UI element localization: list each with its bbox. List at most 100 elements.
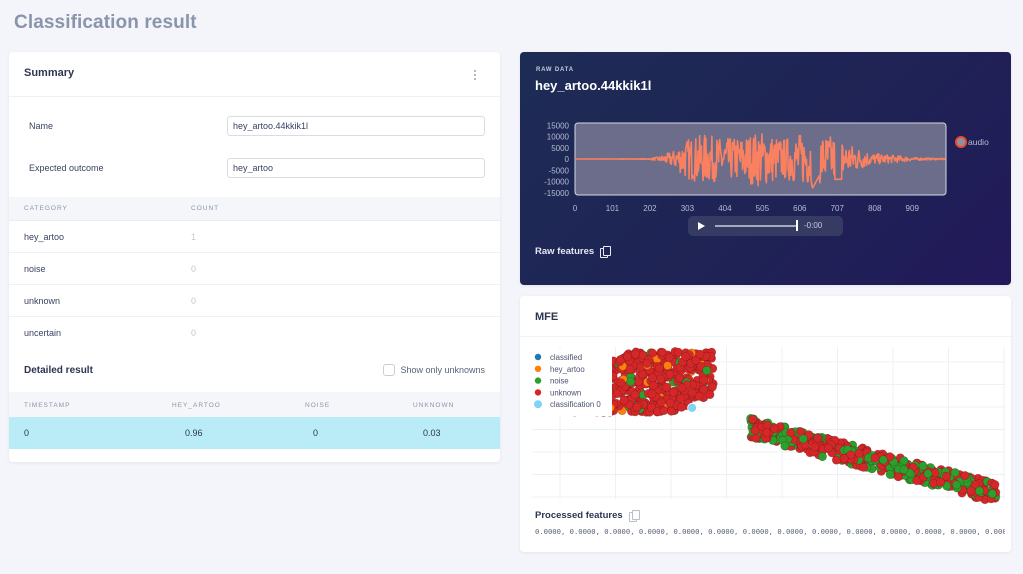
detailed-table-row[interactable]: 0 0.96 0 0.03 bbox=[9, 417, 500, 449]
y-tick-label: -10000 bbox=[544, 178, 569, 187]
legend-marker-classified bbox=[534, 353, 542, 361]
scatter-point-unknown bbox=[839, 454, 849, 464]
show-only-unknowns-toggle[interactable]: Show only unknowns bbox=[383, 364, 485, 376]
scatter-point-unknown bbox=[676, 394, 686, 404]
show-only-unknowns-label: Show only unknowns bbox=[400, 365, 485, 375]
scatter-point-unknown bbox=[699, 384, 709, 394]
sample-name: hey_artoo.44kkik1l bbox=[535, 78, 652, 93]
scatter-point-unknown bbox=[654, 363, 664, 373]
scatter-point-unknown bbox=[665, 398, 675, 408]
y-tick-label: -5000 bbox=[549, 166, 570, 175]
show-only-unknowns-checkbox[interactable] bbox=[383, 364, 396, 376]
scatter-point-unknown bbox=[762, 428, 772, 438]
scatter-point-classification-0 bbox=[687, 402, 698, 413]
scatter-point-unknown bbox=[813, 433, 823, 443]
scatter-point-unknown bbox=[657, 347, 667, 357]
expected-outcome-field[interactable] bbox=[227, 158, 485, 178]
header-unknown: UNKNOWN bbox=[413, 402, 455, 409]
legend-label-classified: classified bbox=[550, 353, 582, 362]
x-tick-label: 707 bbox=[831, 204, 845, 213]
scatter-point-unknown bbox=[823, 443, 833, 453]
detailed-result-title: Detailed result bbox=[24, 365, 93, 376]
category-cell: noise bbox=[24, 264, 46, 274]
x-tick-label: 606 bbox=[793, 204, 807, 213]
processed-features: Processed features bbox=[535, 510, 640, 522]
scatter-point-unknown bbox=[966, 486, 976, 496]
category-cell: unknown bbox=[24, 296, 61, 306]
scatter-point-unknown bbox=[694, 391, 704, 401]
processed-features-label: Processed features bbox=[535, 510, 623, 521]
scatter-point-unknown bbox=[681, 352, 691, 361]
legend-background bbox=[530, 350, 612, 416]
scatter-point-noise bbox=[817, 452, 827, 462]
scatter-point-unknown bbox=[960, 471, 970, 481]
time-remaining: -0:00 bbox=[804, 221, 823, 230]
x-tick-label: 404 bbox=[718, 204, 732, 213]
scatter-point-noise bbox=[702, 365, 712, 375]
scatter-point-unknown bbox=[870, 453, 880, 463]
audio-player: -0:00 bbox=[688, 216, 843, 236]
header-timestamp: TIMESTAMP bbox=[24, 402, 71, 409]
copy-icon[interactable] bbox=[600, 246, 612, 258]
scatter-point-unknown bbox=[912, 476, 922, 486]
scatter-point-noise bbox=[987, 489, 997, 499]
scatter-point-noise bbox=[798, 434, 808, 444]
scatter-point-unknown bbox=[656, 397, 666, 407]
scatter-point-unknown bbox=[656, 374, 666, 384]
y-tick-label: 5000 bbox=[551, 144, 569, 153]
count-cell: 1 bbox=[191, 232, 197, 242]
scatter-point-unknown bbox=[858, 462, 868, 472]
raw-features-label: Raw features bbox=[535, 246, 595, 257]
expected-outcome-row: Expected outcome bbox=[9, 158, 500, 180]
y-tick-label: 10000 bbox=[547, 133, 570, 142]
scatter-point-unknown bbox=[691, 355, 701, 365]
scatter-point-unknown bbox=[748, 414, 758, 424]
copy-icon[interactable] bbox=[628, 510, 640, 522]
count-cell: 0 bbox=[191, 328, 197, 338]
y-tick-label: -15000 bbox=[544, 189, 569, 198]
scatter-point-unknown bbox=[769, 423, 779, 433]
scatter-point-unknown bbox=[646, 402, 656, 412]
kebab-vertical-icon[interactable] bbox=[472, 68, 478, 82]
raw-features: Raw features bbox=[535, 246, 612, 258]
category-table: CATEGORY COUNT hey_artoo 1 noise 0 unkno… bbox=[9, 197, 500, 349]
scatter-point-unknown bbox=[674, 373, 684, 383]
x-tick-label: 202 bbox=[643, 204, 657, 213]
scatter-point-unknown bbox=[630, 390, 640, 400]
x-tick-label: 303 bbox=[681, 204, 695, 213]
x-tick-label: 505 bbox=[756, 204, 770, 213]
scatter-point-unknown bbox=[623, 352, 633, 362]
detailed-result-header: Detailed result Show only unknowns bbox=[9, 358, 500, 392]
scatter-point-noise bbox=[974, 486, 984, 496]
scatter-point-unknown bbox=[831, 455, 841, 465]
legend-label-unknown: unknown bbox=[550, 388, 581, 397]
raw-data-card: RAW DATA hey_artoo.44kkik1l 15000 10000 50… bbox=[520, 52, 1011, 285]
scatter-point-unknown bbox=[705, 390, 715, 400]
legend-audio-label: audio bbox=[968, 137, 989, 147]
category-cell: uncertain bbox=[24, 328, 62, 338]
legend-marker-unknown bbox=[534, 389, 542, 396]
seek-handle[interactable] bbox=[796, 220, 798, 231]
raw-data-kicker: RAW DATA bbox=[536, 67, 574, 73]
scatter-point-unknown bbox=[625, 364, 635, 374]
count-cell: 0 bbox=[191, 296, 197, 306]
x-tick-label: 808 bbox=[868, 204, 882, 213]
play-icon[interactable] bbox=[698, 222, 705, 230]
scatter-point-unknown bbox=[662, 382, 672, 392]
scatter-point-unknown bbox=[707, 382, 717, 392]
scatter-point-unknown bbox=[990, 480, 1000, 490]
x-tick-label: 0 bbox=[573, 204, 578, 213]
scatter-point-unknown bbox=[936, 477, 946, 487]
scatter-point-noise bbox=[899, 465, 909, 475]
name-row: Name bbox=[9, 116, 500, 138]
scatter-point-unknown bbox=[750, 426, 760, 436]
name-field[interactable] bbox=[227, 116, 485, 136]
seek-bar[interactable] bbox=[715, 225, 797, 227]
scatter-point-noise bbox=[952, 480, 962, 490]
scatter-point-unknown bbox=[970, 480, 980, 490]
divider bbox=[520, 336, 1011, 337]
category-table-header: CATEGORY COUNT bbox=[9, 197, 500, 221]
scatter-point-noise bbox=[918, 461, 928, 471]
expected-outcome-label: Expected outcome bbox=[29, 163, 104, 173]
